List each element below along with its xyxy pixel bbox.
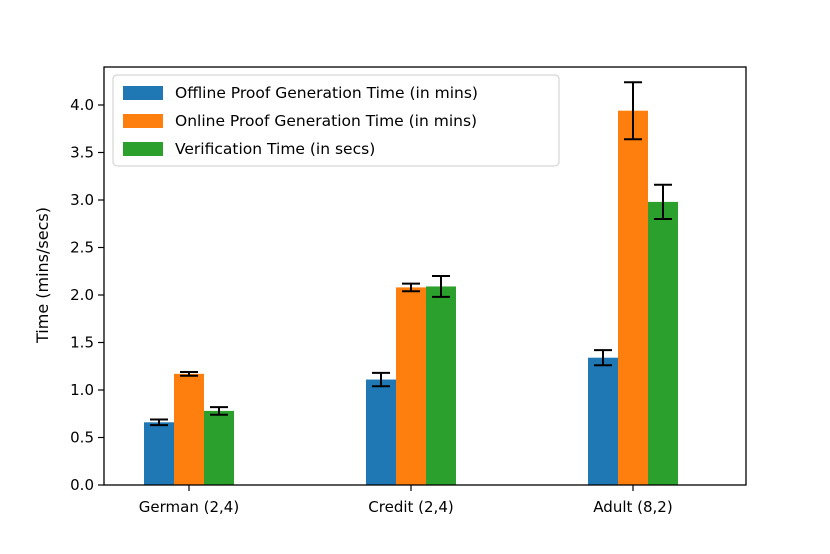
y-tick-label: 2.0 — [70, 286, 94, 304]
legend-label: Offline Proof Generation Time (in mins) — [175, 84, 478, 102]
legend-swatch — [123, 142, 163, 156]
x-tick-label: Credit (2,4) — [368, 498, 453, 516]
plot-area: 0.0 0.5 1.0 1.5 2.0 2.5 3.0 3.5 4.0 German (2,4) C… — [70, 66, 747, 516]
y-tick-label: 1.5 — [70, 334, 94, 352]
legend-label: Verification Time (in secs) — [175, 140, 375, 158]
y-tick-label: 4.0 — [70, 96, 94, 114]
y-tick-label: 1.0 — [70, 381, 94, 399]
bar — [144, 422, 174, 485]
y-tick-label: 2.5 — [70, 239, 94, 257]
y-tick-label: 0.0 — [70, 476, 94, 494]
bar — [204, 410, 234, 485]
y-tick-label: 3.0 — [70, 191, 94, 209]
legend-label: Online Proof Generation Time (in mins) — [175, 112, 477, 130]
bar — [648, 201, 678, 485]
axes-frame — [103, 66, 747, 486]
bar — [426, 286, 456, 485]
bar — [174, 373, 204, 485]
bar — [618, 110, 648, 485]
legend-swatch — [123, 86, 163, 100]
bar — [366, 379, 396, 485]
legend: Offline Proof Generation Time (in mins) O… — [112, 74, 560, 167]
x-tick-label: German (2,4) — [139, 498, 239, 516]
y-tick-label: 0.5 — [70, 429, 94, 447]
legend-swatch — [123, 114, 163, 128]
bar — [396, 287, 426, 485]
x-tick-label: Adult (8,2) — [593, 498, 672, 516]
bar — [588, 357, 618, 485]
y-tick-label: 3.5 — [70, 144, 94, 162]
y-axis-title: Time (mins/secs) — [33, 207, 52, 344]
legend-box — [112, 74, 560, 167]
